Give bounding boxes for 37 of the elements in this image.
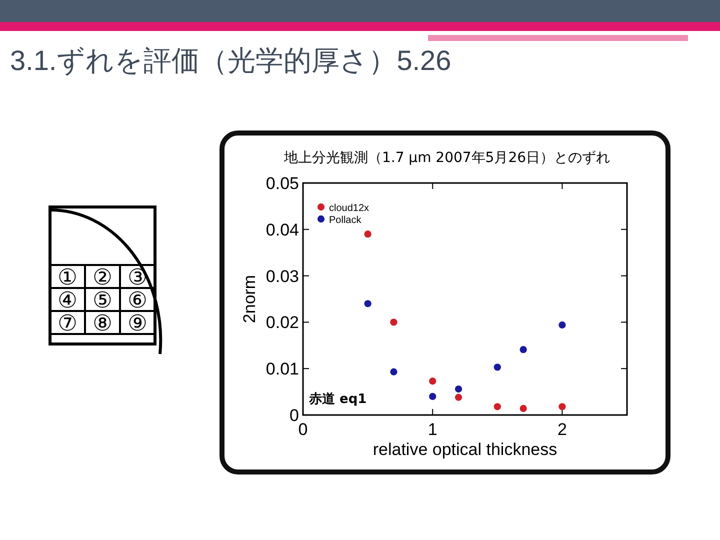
point xyxy=(520,346,527,354)
chart-title: 3.1.ずれを評価（光学的厚さ）5.26 xyxy=(10,45,452,76)
x-axis-title: relative optical thickness xyxy=(372,440,558,459)
text: ⑨ xyxy=(128,312,148,336)
x-tick-label: 2 xyxy=(557,420,567,439)
point xyxy=(364,230,372,238)
text: ⑤ xyxy=(92,288,112,314)
y-axis-title: 2norm xyxy=(240,274,259,324)
point xyxy=(390,318,398,326)
y-tick-label: 0.03 xyxy=(266,266,299,286)
y-tick-label: 0.04 xyxy=(266,220,299,240)
text: ⑧ xyxy=(92,312,112,336)
point xyxy=(558,403,566,410)
legend-label: Pollack xyxy=(329,215,362,226)
y-tick-label: 0.01 xyxy=(266,360,299,379)
point xyxy=(429,378,436,385)
annotation: 赤道 eq1 xyxy=(308,392,367,407)
text: ⑦ xyxy=(58,312,78,336)
x-tick-label: 1 xyxy=(428,420,438,439)
text: ① xyxy=(58,266,78,290)
text: ④ xyxy=(58,288,78,314)
point xyxy=(454,385,462,393)
point xyxy=(429,392,436,400)
legend-label: cloud12x xyxy=(329,203,370,214)
point xyxy=(364,300,372,308)
point xyxy=(390,368,398,376)
point xyxy=(558,321,566,329)
chart-subtitle: 地上分光観測（1.7 μm 2007年5月26日）とのずれ xyxy=(282,150,610,166)
text: ② xyxy=(92,266,112,290)
point xyxy=(494,364,501,371)
y-tick-label: 0.02 xyxy=(266,313,299,332)
point xyxy=(520,404,527,412)
y-tick-label: 0 xyxy=(290,406,299,425)
y-tick-label: 0.05 xyxy=(266,174,299,193)
text: ⑥ xyxy=(128,288,148,314)
point xyxy=(494,403,501,410)
point xyxy=(454,394,462,401)
